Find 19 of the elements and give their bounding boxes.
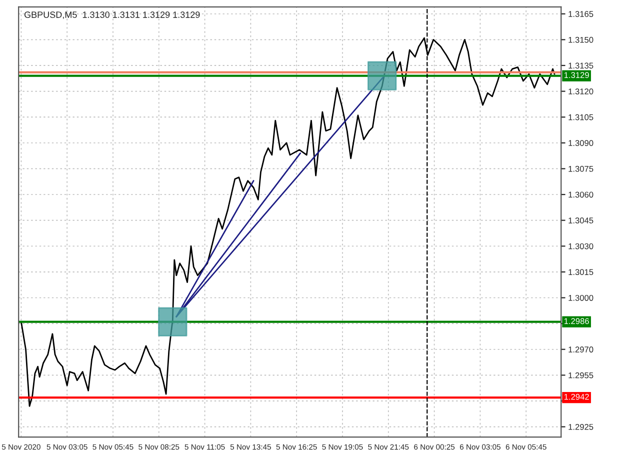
chart-title: GBPUSD,M5 1.3130 1.3131 1.3129 1.3129 [24, 12, 200, 19]
y-tick-label: 1.3075 [568, 166, 594, 172]
y-tick-label: 1.3165 [568, 11, 594, 17]
ref-line-label: 1.2986 [564, 318, 589, 324]
y-tick-label: 1.3030 [568, 243, 594, 250]
y-tick-label: 1.3135 [568, 62, 594, 69]
y-tick-label: 1.2955 [568, 372, 594, 378]
y-tick-label: 1.3060 [568, 192, 594, 198]
y-tick-label: 1.3150 [568, 36, 594, 43]
ref-line-label: 1.2942 [564, 394, 589, 400]
y-tick-label: 1.3105 [568, 114, 594, 120]
y-tick-label: 1.2970 [568, 346, 594, 352]
ref-line-label: 1.3129 [564, 72, 589, 78]
y-tick-label: 1.3015 [568, 269, 594, 276]
y-tick-label: 1.2925 [568, 424, 594, 430]
y-tick-label: 1.3120 [568, 88, 594, 94]
y-tick-label: 1.3045 [568, 218, 594, 224]
y-tick-label: 1.3090 [568, 140, 594, 146]
y-tick-label: 1.3000 [568, 294, 594, 301]
